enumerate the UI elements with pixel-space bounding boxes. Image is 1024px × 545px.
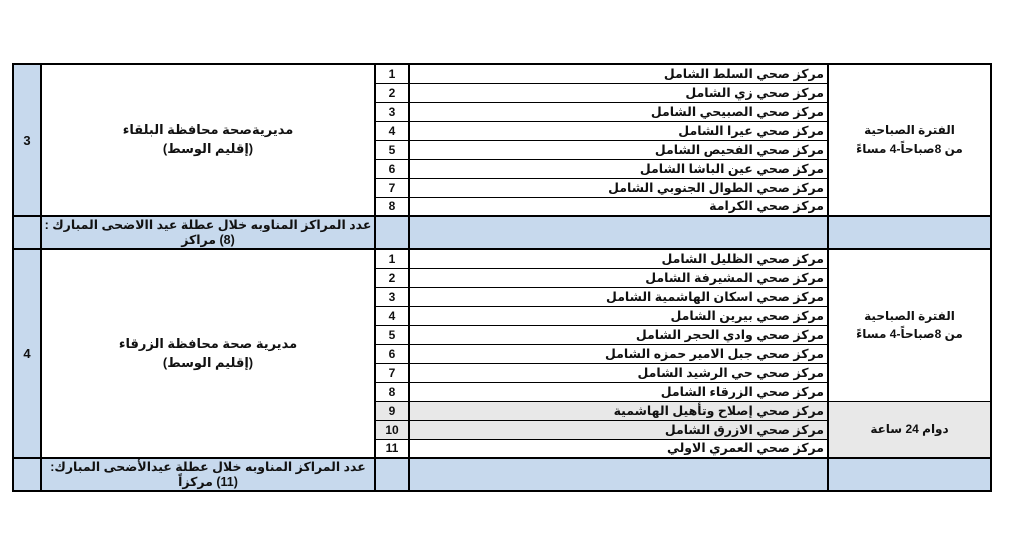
summary-spacer-cell xyxy=(827,215,992,250)
center-row: 2 مركز صحي زي الشامل xyxy=(13,82,991,103)
row-number-cell: 4 xyxy=(374,120,410,141)
row-number-cell: 1 xyxy=(374,248,410,269)
summary-spacer-cell xyxy=(374,215,410,250)
row-number-cell: 5 xyxy=(374,139,410,160)
center-name-cell: مركز صحي الفحيص الشامل xyxy=(408,139,829,160)
text-line: دوام 24 ساعة xyxy=(870,421,949,436)
row-number-cell: 5 xyxy=(374,324,410,345)
center-name-cell: مركز صحي المشيرفة الشامل xyxy=(408,267,829,288)
row-number-cell: 10 xyxy=(374,419,410,440)
center-row: 9 مركز صحي إصلاح وتأهيل الهاشمية دوام 24 س… xyxy=(13,400,992,459)
center-name-cell: مركز صحي عيرا الشامل xyxy=(408,120,829,141)
center-row: 5 مركز صحي الفحيص الشامل xyxy=(13,139,991,160)
summary-spacer-cell xyxy=(408,457,829,492)
center-row: 6 مركز صحي عين الباشا الشامل xyxy=(13,158,991,179)
center-name-cell: مركز صحي العمري الاولي xyxy=(408,438,829,459)
section-serial-cell: 4 xyxy=(12,248,42,459)
directorate-cell: مديريةصحة محافظة البلقاء (إقليم الوسط) xyxy=(40,63,376,217)
summary-text-cell: عدد المراكز المناوبه خلال عطلة عيدالأضحى… xyxy=(40,457,376,492)
center-name-cell: مركز صحي عين الباشا الشامل xyxy=(408,158,829,179)
summary-text-cell: عدد المراكز المناوبه خلال عطلة عيد االاض… xyxy=(40,215,376,250)
center-name-cell: مركز صحي بيرين الشامل xyxy=(408,305,829,326)
center-name-cell: مركز صحي وادي الحجر الشامل xyxy=(408,324,829,345)
text-line: الفترة الصباحية xyxy=(864,123,955,138)
center-name-cell: مركز صحي الكرامة xyxy=(408,196,829,217)
summary-spacer-cell xyxy=(374,457,410,492)
row-number-cell: 11 xyxy=(374,438,410,459)
directorate-cell: مديرية صحة محافظة الزرقاء (إقليم الوسط) xyxy=(40,248,376,459)
row-number-cell: 6 xyxy=(374,343,410,364)
center-name-cell: مركز صحي جبل الامير حمزه الشامل xyxy=(408,343,829,364)
center-name-cell: مركز صحي إصلاح وتأهيل الهاشمية xyxy=(408,400,829,421)
center-row: 4 مديرية صحة محافظة الزرقاء (إقليم الوسط) 1… xyxy=(12,248,992,459)
text-line: (إقليم الوسط) xyxy=(162,354,254,370)
text-line: الفترة الصباحية xyxy=(864,308,955,323)
section-serial-cell: 3 xyxy=(12,63,42,217)
row-number-cell: 3 xyxy=(374,101,410,122)
center-row: 3 مديريةصحة محافظة البلقاء (إقليم الوسط) 1 م… xyxy=(12,63,992,217)
center-row: 3 مركز صحي الصبيحي الشامل xyxy=(13,101,991,122)
summary-spacer-cell xyxy=(12,457,42,492)
row-number-cell: 8 xyxy=(374,381,410,402)
shift-period-cell: دوام 24 ساعة xyxy=(827,400,992,459)
summary-row: عدد المراكز المناوبه خلال عطلة عيدالأضحى… xyxy=(12,457,992,492)
center-name-cell: مركز صحي السلط الشامل xyxy=(408,63,829,84)
summary-spacer-cell xyxy=(827,457,992,492)
row-number-cell: 1 xyxy=(374,63,410,84)
row-number-cell: 7 xyxy=(374,362,410,383)
row-number-cell: 3 xyxy=(374,286,410,307)
row-number-cell: 7 xyxy=(374,177,410,198)
row-number-cell: 8 xyxy=(374,196,410,217)
text-line: مديريةصحة محافظة البلقاء xyxy=(122,122,294,138)
row-number-cell: 4 xyxy=(374,305,410,326)
center-name-cell: مركز صحي الزرقاء الشامل xyxy=(408,381,829,402)
center-name-cell: مركز صحي حي الرشيد الشامل xyxy=(408,362,829,383)
row-number-cell: 2 xyxy=(374,267,410,288)
center-row: 5 مركز صحي وادي الحجر الشامل xyxy=(13,324,991,345)
shift-period-cell: الفترة الصباحية من 8صباحاً-4 مساءً xyxy=(827,248,992,402)
center-name-cell: مركز صحي الظليل الشامل xyxy=(408,248,829,269)
center-row: 6 مركز صحي جبل الامير حمزه الشامل xyxy=(13,343,991,364)
center-row: 8 مركز صحي الزرقاء الشامل xyxy=(13,381,991,402)
row-number-cell: 2 xyxy=(374,82,410,103)
text-line: من 8صباحاً-4 مساءً xyxy=(856,327,963,342)
center-name-cell: مركز صحي الطوال الجنوبي الشامل xyxy=(408,177,829,198)
text-line: من 8صباحاً-4 مساءً xyxy=(856,142,963,156)
text-line: مديرية صحة محافظة الزرقاء xyxy=(118,335,298,351)
row-number-cell: 9 xyxy=(374,400,410,421)
summary-spacer-cell xyxy=(408,215,829,250)
center-row: 8 مركز صحي الكرامة xyxy=(13,196,991,217)
summary-row: عدد المراكز المناوبه خلال عطلة عيد االاض… xyxy=(12,215,992,250)
summary-spacer-cell xyxy=(12,215,42,250)
center-name-cell: مركز صحي زي الشامل xyxy=(408,82,829,103)
row-number-cell: 6 xyxy=(374,158,410,179)
duty-table-body: 3 مديريةصحة محافظة البلقاء (إقليم الوسط) 1 م… xyxy=(12,63,992,492)
shift-period-cell: الفترة الصباحية من 8صباحاً-4 مساءً xyxy=(827,63,992,217)
center-name-cell: مركز صحي الصبيحي الشامل xyxy=(408,101,829,122)
text-line: (إقليم الوسط) xyxy=(162,141,254,156)
center-name-cell: مركز صحي الازرق الشامل xyxy=(408,419,829,440)
duty-roster-table: 3 مديريةصحة محافظة البلقاء (إقليم الوسط) 1 م… xyxy=(12,63,992,492)
center-row: 2 مركز صحي المشيرفة الشامل xyxy=(13,267,991,288)
center-name-cell: مركز صحي اسكان الهاشمية الشامل xyxy=(408,286,829,307)
center-row: 10 مركز صحي الازرق الشامل xyxy=(13,419,991,440)
